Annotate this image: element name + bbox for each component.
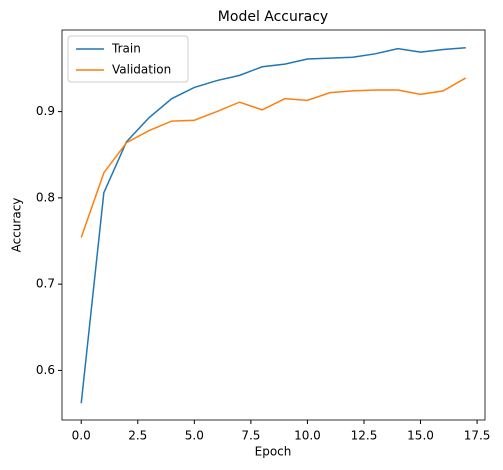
- x-tick-label: 2.5: [128, 429, 147, 443]
- y-tick-label: 0.7: [36, 277, 55, 291]
- series-line: [80, 47, 466, 404]
- x-tick-label: 15.0: [407, 429, 434, 443]
- series-line: [80, 77, 467, 238]
- x-tick-label: 12.5: [351, 429, 378, 443]
- y-axis-label: Accuracy: [10, 198, 24, 253]
- x-tick-label: 7.5: [241, 429, 260, 443]
- x-axis-label: Epoch: [255, 445, 292, 459]
- chart-title: Model Accuracy: [218, 9, 328, 25]
- y-tick-label: 0.6: [36, 363, 55, 377]
- plot-frame: [61, 29, 486, 421]
- x-tick-label: 5.0: [185, 429, 204, 443]
- y-tick-label: 0.9: [36, 104, 55, 118]
- x-tick-label: 17.5: [464, 429, 491, 443]
- y-tick-label: 0.8: [36, 190, 55, 204]
- x-tick-label: 0.0: [72, 429, 91, 443]
- x-tick-label: 10.0: [294, 429, 321, 443]
- legend-label: Train: [111, 42, 141, 56]
- legend-label: Validation: [112, 63, 171, 77]
